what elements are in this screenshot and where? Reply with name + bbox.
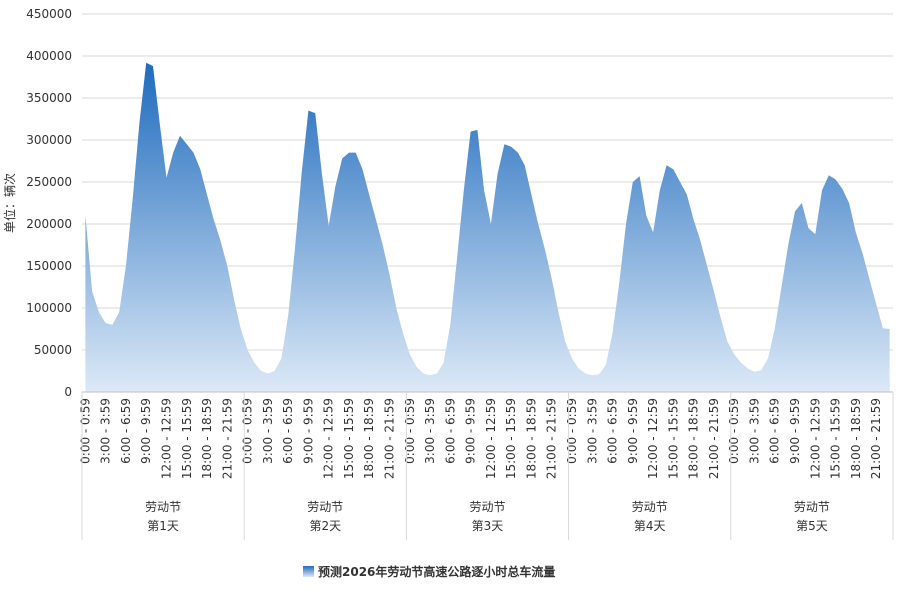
y-tick-label: 400000 [26, 49, 72, 63]
x-tick-label: 15:00 - 15:59 [180, 398, 194, 479]
x-tick-label: 6:00 - 6:59 [606, 398, 620, 464]
x-tick-label: 6:00 - 6:59 [768, 398, 782, 464]
x-tick-label: 12:00 - 12:59 [484, 398, 498, 479]
x-tick-label: 3:00 - 3:59 [423, 398, 437, 464]
group-sublabel: 第5天 [796, 519, 828, 533]
group-sublabel: 第1天 [147, 519, 179, 533]
x-tick-label: 0:00 - 0:59 [727, 398, 741, 464]
x-tick-label: 12:00 - 12:59 [808, 398, 822, 479]
x-tick-label: 3:00 - 3:59 [747, 398, 761, 464]
legend-label: 预测2026年劳动节高速公路逐小时总车流量 [318, 564, 555, 579]
y-tick-label: 250000 [26, 175, 72, 189]
x-tick-label: 15:00 - 15:59 [342, 398, 356, 479]
group-label: 劳动节 [632, 500, 668, 514]
x-tick-label: 15:00 - 15:59 [829, 398, 843, 479]
x-tick-label: 21:00 - 21:59 [383, 398, 397, 479]
x-tick-label: 18:00 - 18:59 [687, 398, 701, 479]
x-tick-label: 18:00 - 18:59 [200, 398, 214, 479]
x-tick-label: 12:00 - 12:59 [646, 398, 660, 479]
x-tick-label: 9:00 - 9:59 [788, 398, 802, 464]
x-tick-label: 0:00 - 0:59 [403, 398, 417, 464]
group-label: 劳动节 [307, 500, 343, 514]
y-tick-label: 350000 [26, 91, 72, 105]
x-tick-label: 18:00 - 18:59 [524, 398, 538, 479]
x-tick-label: 3:00 - 3:59 [99, 398, 113, 464]
y-tick-label: 150000 [26, 259, 72, 273]
legend-swatch [303, 566, 314, 577]
y-tick-label: 300000 [26, 133, 72, 147]
x-tick-label: 12:00 - 12:59 [322, 398, 336, 479]
x-tick-label: 6:00 - 6:59 [281, 398, 295, 464]
x-tick-label: 3:00 - 3:59 [585, 398, 599, 464]
x-tick-label: 0:00 - 0:59 [78, 398, 92, 464]
group-sublabel: 第3天 [472, 519, 504, 533]
x-tick-label: 9:00 - 9:59 [139, 398, 153, 464]
x-tick-label: 0:00 - 0:59 [565, 398, 579, 464]
x-tick-label: 9:00 - 9:59 [626, 398, 640, 464]
x-tick-label: 3:00 - 3:59 [261, 398, 275, 464]
y-tick-label: 450000 [26, 7, 72, 21]
group-label: 劳动节 [469, 500, 505, 514]
x-tick-label: 9:00 - 9:59 [464, 398, 478, 464]
x-tick-label: 21:00 - 21:59 [869, 398, 883, 479]
y-tick-label: 100000 [26, 301, 72, 315]
area [85, 62, 890, 392]
x-tick-label: 21:00 - 21:59 [220, 398, 234, 479]
x-tick-label: 6:00 - 6:59 [443, 398, 457, 464]
x-tick-label: 15:00 - 15:59 [504, 398, 518, 479]
x-tick-label: 18:00 - 18:59 [849, 398, 863, 479]
group-sublabel: 第4天 [634, 519, 666, 533]
y-tick-label: 200000 [26, 217, 72, 231]
group-label: 劳动节 [794, 500, 830, 514]
x-tick-label: 0:00 - 0:59 [241, 398, 255, 464]
y-tick-label: 0 [64, 385, 72, 399]
x-tick-label: 12:00 - 12:59 [159, 398, 173, 479]
group-label: 劳动节 [145, 500, 181, 514]
x-tick-label: 6:00 - 6:59 [119, 398, 133, 464]
x-tick-label: 15:00 - 15:59 [666, 398, 680, 479]
x-tick-label: 21:00 - 21:59 [707, 398, 721, 479]
x-tick-label: 18:00 - 18:59 [362, 398, 376, 479]
x-tick-label: 21:00 - 21:59 [545, 398, 559, 479]
x-tick-label: 9:00 - 9:59 [301, 398, 315, 464]
group-sublabel: 第2天 [309, 519, 341, 533]
y-tick-label: 50000 [34, 343, 72, 357]
y-axis-label: 单位：辆次 [2, 173, 17, 233]
